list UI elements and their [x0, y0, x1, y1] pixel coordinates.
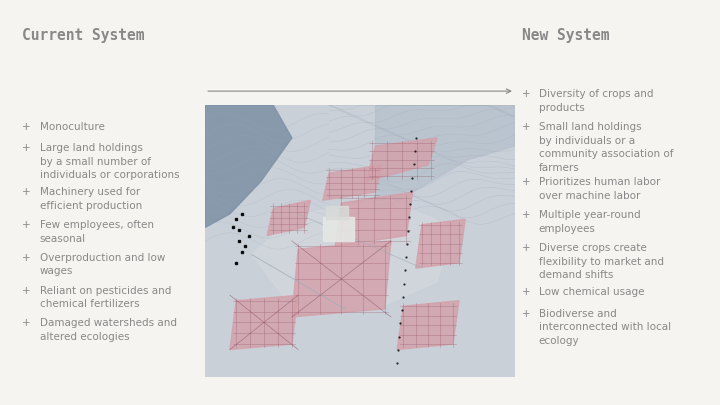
Polygon shape — [205, 105, 292, 228]
Bar — [326, 206, 348, 219]
Polygon shape — [292, 241, 391, 317]
Text: +: + — [22, 286, 30, 296]
Text: +: + — [522, 177, 531, 188]
Text: +: + — [22, 253, 30, 263]
Text: +: + — [22, 220, 30, 230]
Text: Few employees, often
seasonal: Few employees, often seasonal — [40, 220, 153, 243]
Text: +: + — [522, 287, 531, 297]
Text: Machinery used for
efficient production: Machinery used for efficient production — [40, 187, 142, 211]
Polygon shape — [252, 200, 453, 309]
Text: Multiple year-round
employees: Multiple year-round employees — [539, 210, 640, 234]
Text: +: + — [22, 122, 30, 132]
Text: New System: New System — [522, 28, 610, 43]
Text: Prioritizes human labor
over machine labor: Prioritizes human labor over machine lab… — [539, 177, 660, 201]
Text: Diverse crops create
flexibility to market and
demand shifts: Diverse crops create flexibility to mark… — [539, 243, 664, 280]
Polygon shape — [415, 219, 465, 268]
Text: +: + — [22, 187, 30, 197]
Text: +: + — [22, 143, 30, 153]
Text: +: + — [522, 243, 531, 253]
Text: Diversity of crops and
products: Diversity of crops and products — [539, 89, 653, 113]
Text: Small land holdings
by individuals or a
community association of
farmers: Small land holdings by individuals or a … — [539, 122, 673, 173]
Text: +: + — [522, 210, 531, 220]
Bar — [323, 217, 354, 241]
Text: +: + — [522, 89, 531, 99]
Text: Overproduction and low
wages: Overproduction and low wages — [40, 253, 165, 276]
Polygon shape — [323, 165, 382, 200]
Text: +: + — [22, 318, 30, 328]
Polygon shape — [397, 301, 459, 350]
Polygon shape — [230, 295, 298, 350]
Text: Current System: Current System — [22, 28, 144, 43]
Text: Biodiverse and
interconnected with local
ecology: Biodiverse and interconnected with local… — [539, 309, 671, 346]
Text: +: + — [522, 122, 531, 132]
Text: Monoculture: Monoculture — [40, 122, 104, 132]
Polygon shape — [366, 138, 438, 181]
Text: +: + — [522, 309, 531, 319]
Text: Damaged watersheds and
altered ecologies: Damaged watersheds and altered ecologies — [40, 318, 176, 342]
Polygon shape — [376, 105, 515, 214]
Polygon shape — [267, 200, 310, 236]
Polygon shape — [336, 192, 413, 246]
Text: Large land holdings
by a small number of
individuals or corporations: Large land holdings by a small number of… — [40, 143, 179, 180]
Text: Reliant on pesticides and
chemical fertilizers: Reliant on pesticides and chemical ferti… — [40, 286, 171, 309]
Text: Low chemical usage: Low chemical usage — [539, 287, 644, 297]
